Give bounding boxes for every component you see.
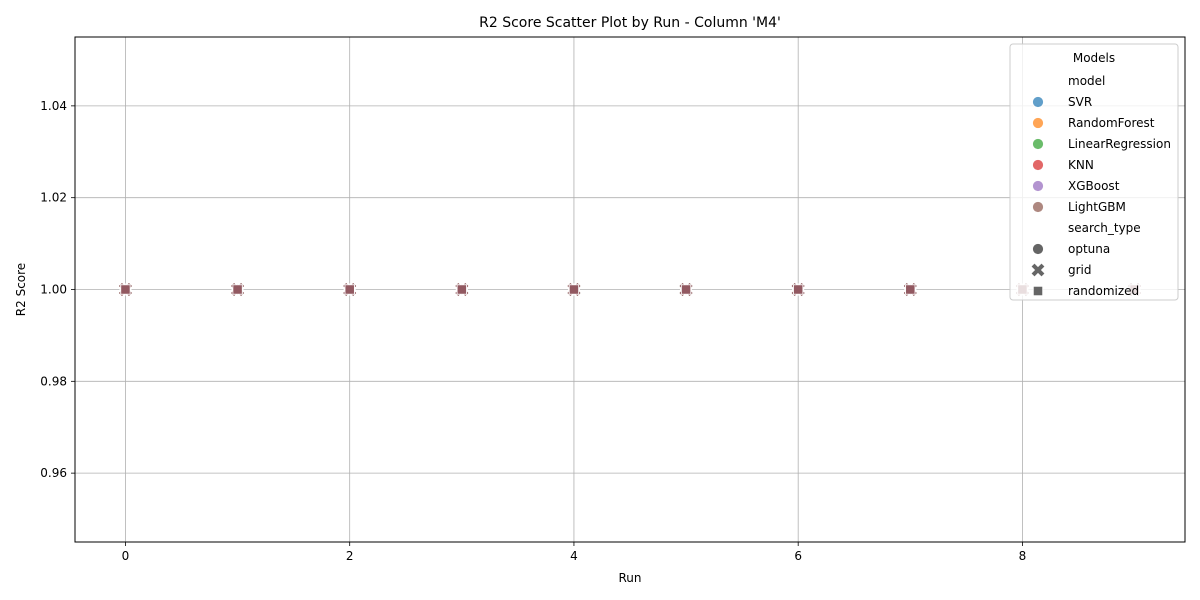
data-point bbox=[793, 284, 804, 295]
data-point bbox=[680, 284, 692, 295]
x-tick-label: 6 bbox=[794, 549, 802, 563]
x-tick-label: 4 bbox=[570, 549, 578, 563]
legend: Models model SVR RandomForest LinearRegressi… bbox=[1009, 43, 1179, 301]
legend-entry: LightGBM bbox=[1068, 200, 1126, 214]
data-point bbox=[456, 284, 467, 295]
legend-marker bbox=[1032, 243, 1044, 255]
legend-marker bbox=[1031, 263, 1045, 277]
legend-title: Models bbox=[1073, 51, 1115, 65]
y-axis-label: R2 Score bbox=[14, 263, 28, 316]
legend-marker bbox=[1032, 138, 1044, 150]
data-point bbox=[568, 284, 580, 295]
data-point bbox=[344, 284, 355, 295]
legend-entry: SVR bbox=[1068, 95, 1092, 109]
legend-hue-heading: model bbox=[1068, 74, 1105, 88]
legend-entry: optuna bbox=[1068, 242, 1110, 256]
axis-ticks: 0 2 4 6 8 0.96 0.98 1.00 1.02 1.04 bbox=[40, 99, 1026, 563]
y-tick-label: 1.02 bbox=[40, 191, 67, 205]
legend-entry: LinearRegression bbox=[1068, 137, 1171, 151]
legend-entry: grid bbox=[1068, 263, 1092, 277]
legend-entry: randomized bbox=[1068, 284, 1139, 298]
legend-entry: XGBoost bbox=[1068, 179, 1120, 193]
legend-marker bbox=[1032, 180, 1044, 192]
legend-marker bbox=[1032, 159, 1044, 171]
legend-marker bbox=[1032, 285, 1044, 297]
legend-marker bbox=[1032, 201, 1044, 213]
data-point bbox=[905, 284, 916, 295]
legend-frame bbox=[1009, 43, 1179, 301]
x-tick-label: 2 bbox=[346, 549, 354, 563]
legend-entry: KNN bbox=[1068, 158, 1094, 172]
chart-title: R2 Score Scatter Plot by Run - Column 'M… bbox=[479, 15, 781, 31]
data-point bbox=[120, 284, 131, 295]
x-tick-label: 8 bbox=[1019, 549, 1027, 563]
data-points bbox=[119, 283, 1141, 296]
legend-style-heading: search_type bbox=[1068, 221, 1141, 235]
data-point bbox=[232, 284, 243, 295]
legend-marker bbox=[1032, 117, 1044, 129]
y-tick-label: 1.00 bbox=[40, 283, 67, 297]
legend-marker bbox=[1032, 96, 1044, 108]
y-tick-label: 0.96 bbox=[40, 466, 67, 480]
y-tick-label: 0.98 bbox=[40, 374, 67, 388]
x-tick-label: 0 bbox=[122, 549, 130, 563]
legend-entry: RandomForest bbox=[1068, 116, 1155, 130]
x-axis-label: Run bbox=[618, 571, 641, 585]
y-tick-label: 1.04 bbox=[40, 99, 67, 113]
